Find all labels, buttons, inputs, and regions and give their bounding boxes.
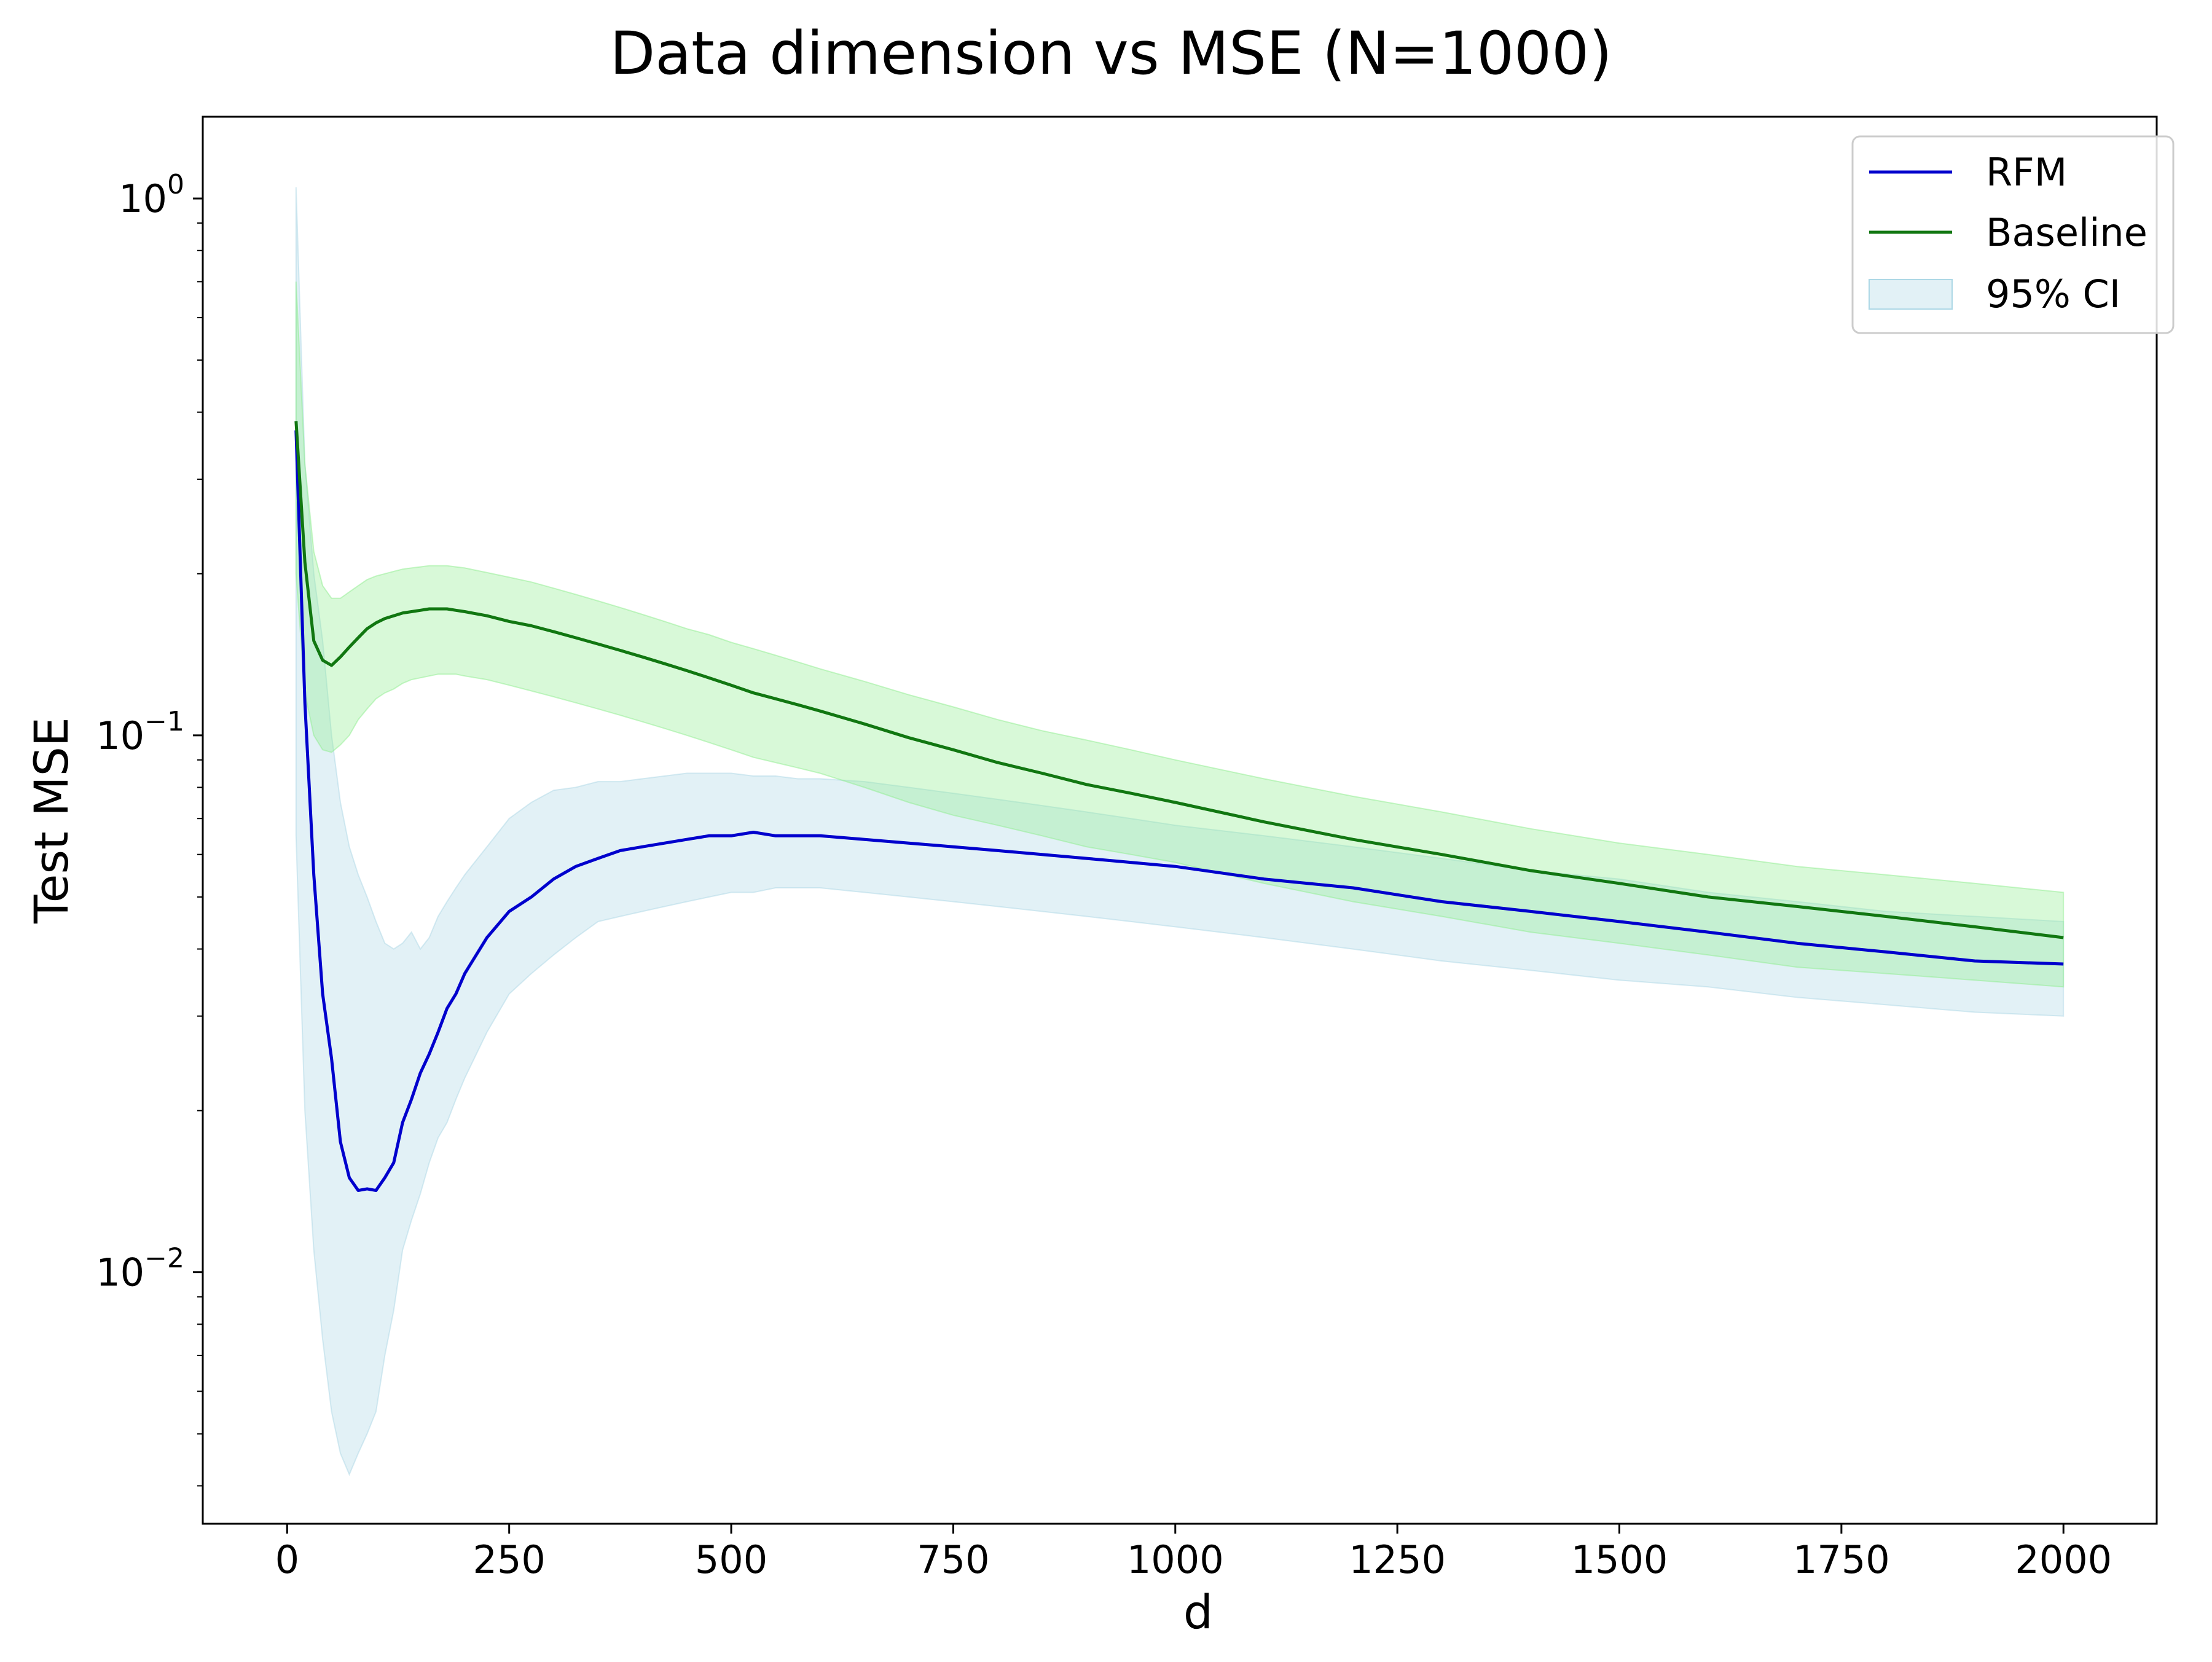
- x-tick-label-250: 250: [473, 1537, 546, 1582]
- x-tick-label-1250: 1250: [1349, 1537, 1446, 1582]
- x-tick-label-1500: 1500: [1571, 1537, 1668, 1582]
- x-tick-label-750: 750: [917, 1537, 989, 1582]
- legend-ci-label: 95% CI: [1986, 272, 2120, 316]
- y-axis: 100 10−1 10−2: [96, 169, 203, 1487]
- x-axis: 0 250 500 750 1000 1250 1500 1750 2000: [275, 1524, 2112, 1582]
- y-tick-label: 100: [119, 169, 184, 221]
- chart-title: Data dimension vs MSE (N=1000): [610, 19, 1612, 88]
- series-line-rfm: [294, 430, 2064, 1193]
- x-tick-label-500: 500: [695, 1537, 767, 1582]
- legend-box: [1851, 135, 2175, 334]
- x-tick-label-1000: 1000: [1127, 1537, 1224, 1582]
- x-tick-label-0: 0: [275, 1537, 299, 1582]
- axes-frame: [202, 116, 2158, 1525]
- legend-baseline-label: Baseline: [1986, 210, 2147, 255]
- plot-area: [294, 187, 2065, 1476]
- x-tick-label-1750: 1750: [1793, 1537, 1890, 1582]
- legend-rfm-label: RFM: [1986, 150, 2067, 195]
- y-tick-label: 10−1: [96, 706, 184, 758]
- series-line-baseline: [294, 421, 2064, 939]
- x-tick-label-2000: 2000: [2015, 1537, 2112, 1582]
- legend: RFM Baseline 95% CI: [1851, 135, 2175, 334]
- x-axis-label: d: [1183, 1585, 1213, 1639]
- legend-ci-swatch: [1869, 279, 1953, 310]
- ci-band-rfm: [295, 187, 2065, 1476]
- y-axis-label: Test MSE: [24, 717, 79, 924]
- y-tick-label: 10−2: [96, 1243, 184, 1295]
